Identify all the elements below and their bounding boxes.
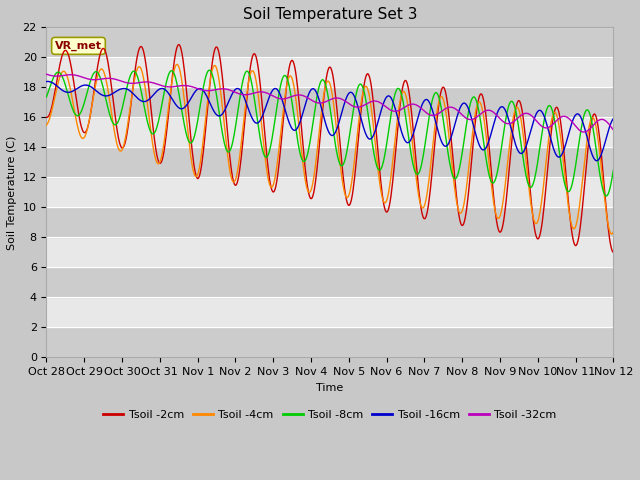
Bar bbox=[47, 117, 613, 147]
Title: Soil Temperature Set 3: Soil Temperature Set 3 bbox=[243, 7, 417, 22]
Bar bbox=[47, 27, 613, 57]
Bar bbox=[47, 297, 613, 327]
Bar bbox=[47, 237, 613, 267]
Bar bbox=[47, 0, 613, 27]
Bar bbox=[47, 207, 613, 237]
Legend: Tsoil -2cm, Tsoil -4cm, Tsoil -8cm, Tsoil -16cm, Tsoil -32cm: Tsoil -2cm, Tsoil -4cm, Tsoil -8cm, Tsoi… bbox=[99, 406, 561, 425]
Y-axis label: Soil Temperature (C): Soil Temperature (C) bbox=[7, 135, 17, 250]
Bar bbox=[47, 87, 613, 117]
X-axis label: Time: Time bbox=[316, 383, 344, 393]
Text: VR_met: VR_met bbox=[55, 41, 102, 51]
Bar bbox=[47, 267, 613, 297]
Bar bbox=[47, 57, 613, 87]
Bar bbox=[47, 147, 613, 177]
Bar bbox=[47, 327, 613, 358]
Bar bbox=[47, 177, 613, 207]
